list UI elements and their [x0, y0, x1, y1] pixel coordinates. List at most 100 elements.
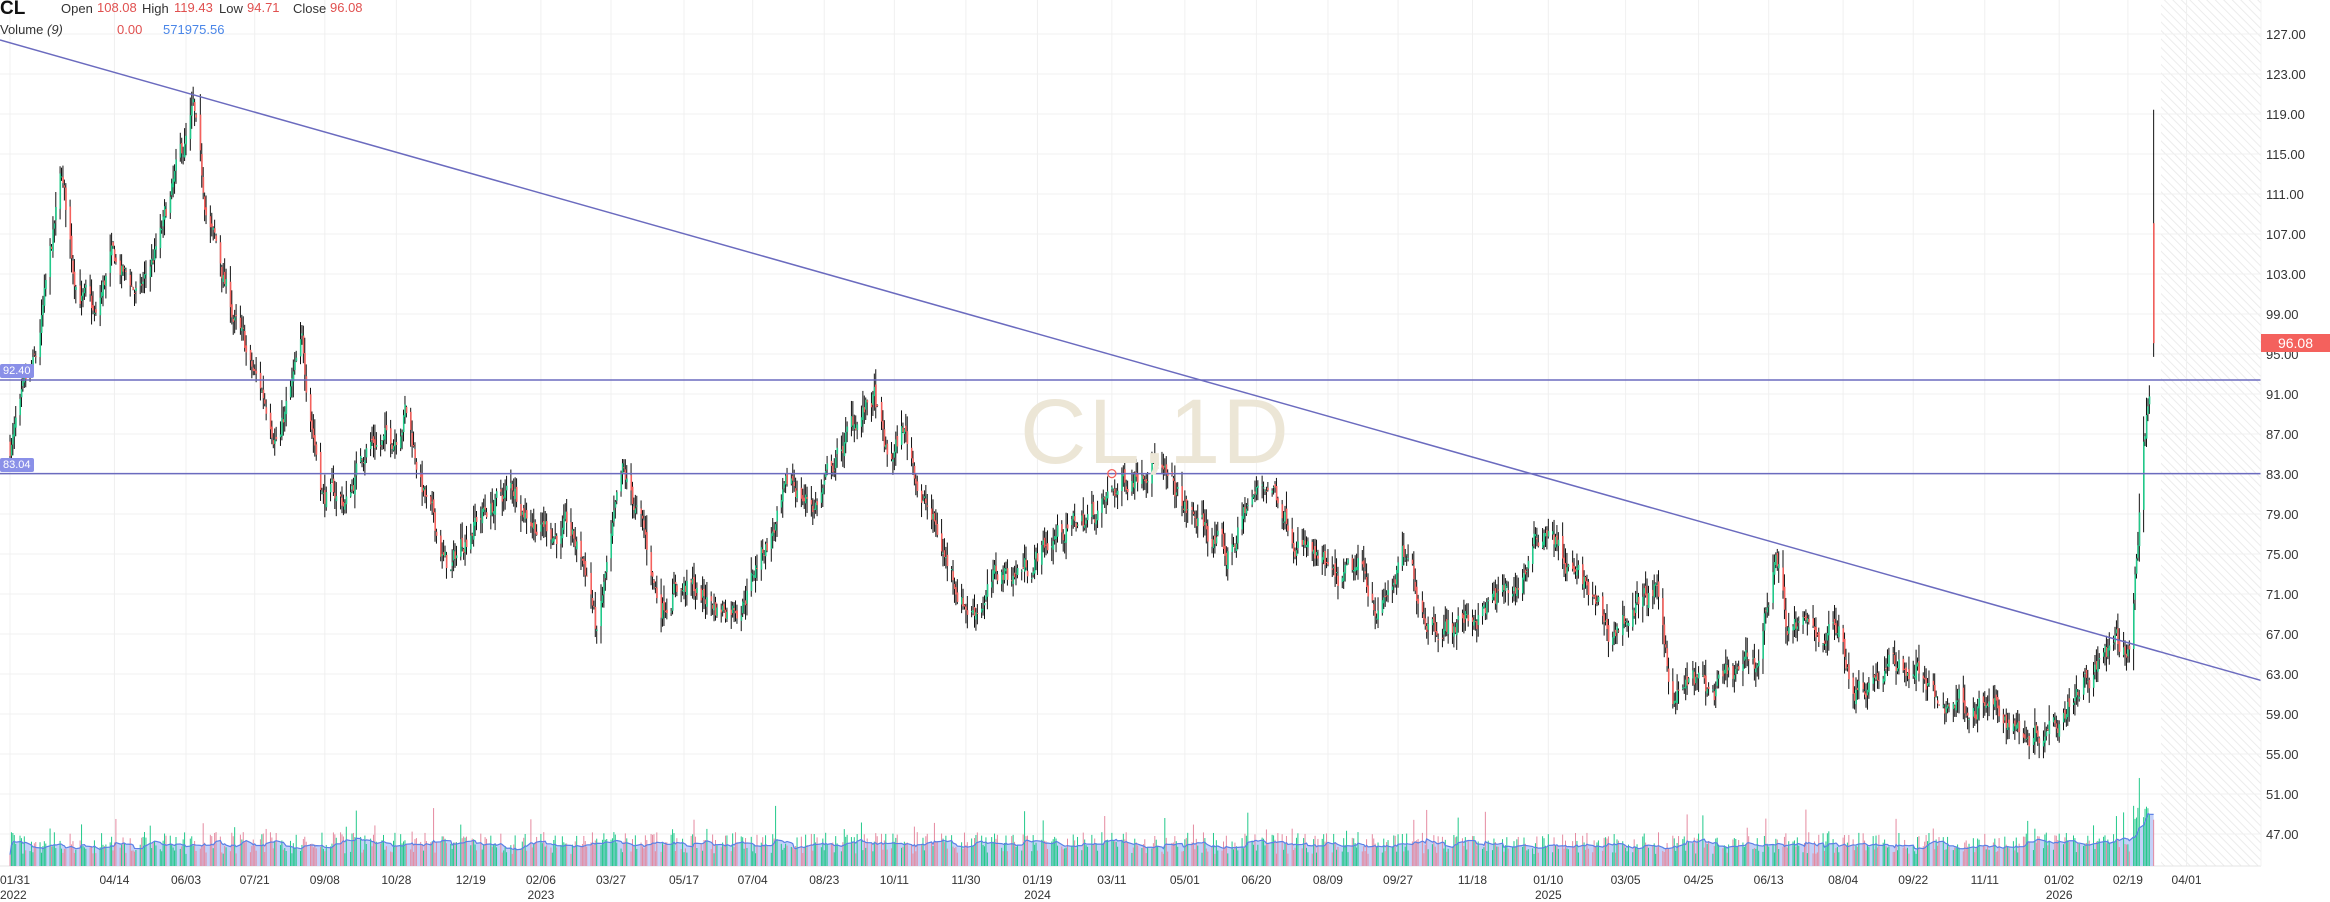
- candle-body: [754, 565, 757, 578]
- candle-body: [1102, 497, 1105, 499]
- candle-body: [1013, 572, 1016, 578]
- candle-body: [1946, 704, 1949, 709]
- candle-body: [441, 554, 444, 557]
- x-year-label: 2026: [2046, 888, 2073, 902]
- candle-body: [1728, 667, 1730, 671]
- candle-body: [560, 535, 562, 544]
- candle-body: [13, 424, 16, 437]
- candle-body: [1812, 618, 1815, 626]
- candle-body: [823, 480, 826, 485]
- candle-body: [163, 206, 166, 220]
- candle-body: [2133, 603, 2135, 649]
- candle-body: [75, 287, 77, 290]
- candle-body: [1776, 553, 1779, 567]
- candle-body: [1916, 662, 1919, 667]
- x-tick-label: 01/02: [2044, 873, 2074, 887]
- open-label: Open: [61, 1, 93, 16]
- candle-body: [2107, 647, 2109, 657]
- candle-body: [432, 499, 435, 513]
- candle-body: [1494, 588, 1497, 604]
- x-tick-label: 11/18: [1458, 873, 1487, 887]
- candle-body: [1387, 589, 1390, 596]
- candle-body: [1906, 672, 1909, 676]
- candle-body: [59, 173, 62, 209]
- candle-body: [936, 523, 939, 535]
- candle-body: [1974, 711, 1976, 719]
- candle-body: [594, 606, 597, 629]
- candle-body: [813, 508, 816, 510]
- candle-body: [1325, 561, 1328, 563]
- candle-body: [454, 551, 457, 559]
- candle-body: [2048, 720, 2051, 735]
- candle-body: [113, 249, 116, 262]
- alert-marker: [1107, 468, 1117, 479]
- candle-body: [1464, 611, 1467, 620]
- candle-body: [202, 176, 205, 193]
- candle-body: [1407, 558, 1410, 560]
- candle-body: [1096, 510, 1099, 521]
- candle-body: [251, 361, 253, 367]
- candle-body: [1622, 615, 1624, 636]
- x-tick-label: 09/08: [310, 873, 340, 887]
- candle-body: [42, 304, 44, 315]
- candle-body: [1768, 605, 1770, 607]
- candle-body: [53, 223, 56, 229]
- candle-body: [1304, 540, 1307, 545]
- candle-body: [172, 178, 175, 188]
- candle-body: [2102, 652, 2105, 657]
- candle-body: [380, 445, 382, 447]
- candle-body: [1636, 594, 1639, 603]
- candle-body: [169, 196, 172, 213]
- candle-body: [571, 529, 574, 535]
- candle-body: [141, 284, 143, 286]
- candle-body: [1327, 562, 1329, 565]
- candle-body: [1351, 558, 1354, 570]
- candle-body: [653, 580, 655, 584]
- candle-body: [1347, 559, 1349, 564]
- candle-body: [2014, 720, 2016, 727]
- candle-body: [1204, 521, 1206, 526]
- x-tick-label: 02/06: [526, 873, 556, 887]
- candle-body: [1001, 572, 1003, 585]
- candle-body: [1036, 553, 1039, 562]
- candle-body: [1232, 545, 1235, 547]
- candle-body: [1277, 498, 1279, 504]
- candle-body: [133, 292, 136, 294]
- candle-body: [1331, 568, 1334, 570]
- candle-body: [1487, 599, 1490, 602]
- candle-body: [1247, 505, 1249, 507]
- x-tick-label: 01/31: [0, 873, 30, 887]
- candle-body: [1255, 487, 1258, 495]
- candle-body: [1376, 618, 1378, 620]
- candle-body: [792, 475, 794, 481]
- candle-body: [795, 488, 797, 497]
- candle-body: [55, 207, 57, 221]
- candle-body: [566, 511, 568, 523]
- candle-body: [40, 315, 43, 333]
- candle-body: [1928, 683, 1930, 685]
- x-year-label: 2023: [528, 888, 555, 902]
- candle-body: [185, 135, 188, 145]
- level-label-lower[interactable]: 83.04: [0, 457, 34, 472]
- candle-body: [10, 444, 13, 456]
- candle-body: [546, 521, 548, 532]
- candle-body: [1562, 535, 1564, 559]
- candle-body: [581, 558, 584, 561]
- candle-body: [1725, 664, 1727, 674]
- candle-body: [2054, 720, 2056, 724]
- level-label-upper[interactable]: 92.40: [0, 364, 34, 378]
- candle-body: [2025, 738, 2028, 740]
- candle-body: [1122, 473, 1125, 477]
- candle-body: [1863, 691, 1866, 695]
- x-tick-label: 04/25: [1684, 873, 1714, 887]
- candle-body: [82, 292, 84, 297]
- candle-body: [2045, 731, 2048, 737]
- candle-body: [1104, 497, 1106, 500]
- candle-body: [2074, 696, 2076, 702]
- candle-body: [836, 447, 839, 455]
- candle-body: [1092, 501, 1095, 516]
- candle-body: [1311, 541, 1314, 552]
- candle-body: [1194, 516, 1196, 519]
- candle-body: [1627, 622, 1630, 627]
